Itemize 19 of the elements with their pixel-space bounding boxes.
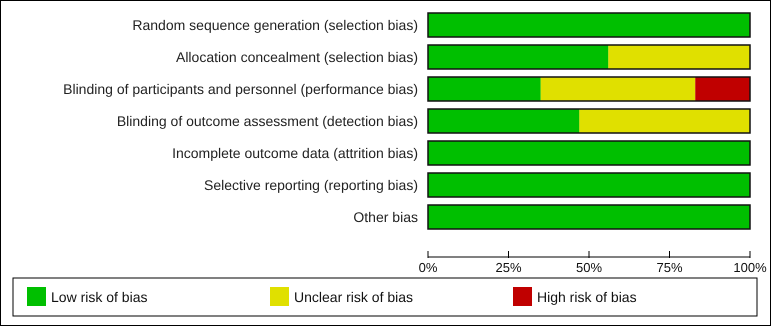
y-tick-label: Blinding of participants and personnel (performance bias) (63, 80, 418, 97)
bar (579, 109, 750, 133)
bar (608, 45, 750, 69)
legend-label: High risk of bias (537, 288, 637, 305)
bar (540, 77, 696, 101)
x-tick-label: 0% (418, 260, 438, 275)
y-tick-label: Other bias (353, 208, 418, 225)
y-tick-label: Selective reporting (reporting bias) (204, 176, 418, 193)
y-tick-label: Blinding of outcome assessment (detection bias) (116, 112, 418, 129)
bar (695, 77, 750, 101)
x-tick-label: 100% (733, 260, 768, 275)
legend-label: Low risk of bias (51, 288, 148, 305)
y-tick-label: Random sequence generation (selection bias) (132, 16, 418, 33)
y-tick-label: Allocation concealment (selection bias) (176, 48, 418, 65)
y-tick-label: Incomplete outcome data (attrition bias) (172, 144, 418, 161)
x-tick-label: 25% (495, 260, 522, 275)
x-tick-label: 75% (656, 260, 683, 275)
legend-label: Unclear risk of bias (294, 288, 414, 305)
x-tick-label: 50% (576, 260, 602, 275)
